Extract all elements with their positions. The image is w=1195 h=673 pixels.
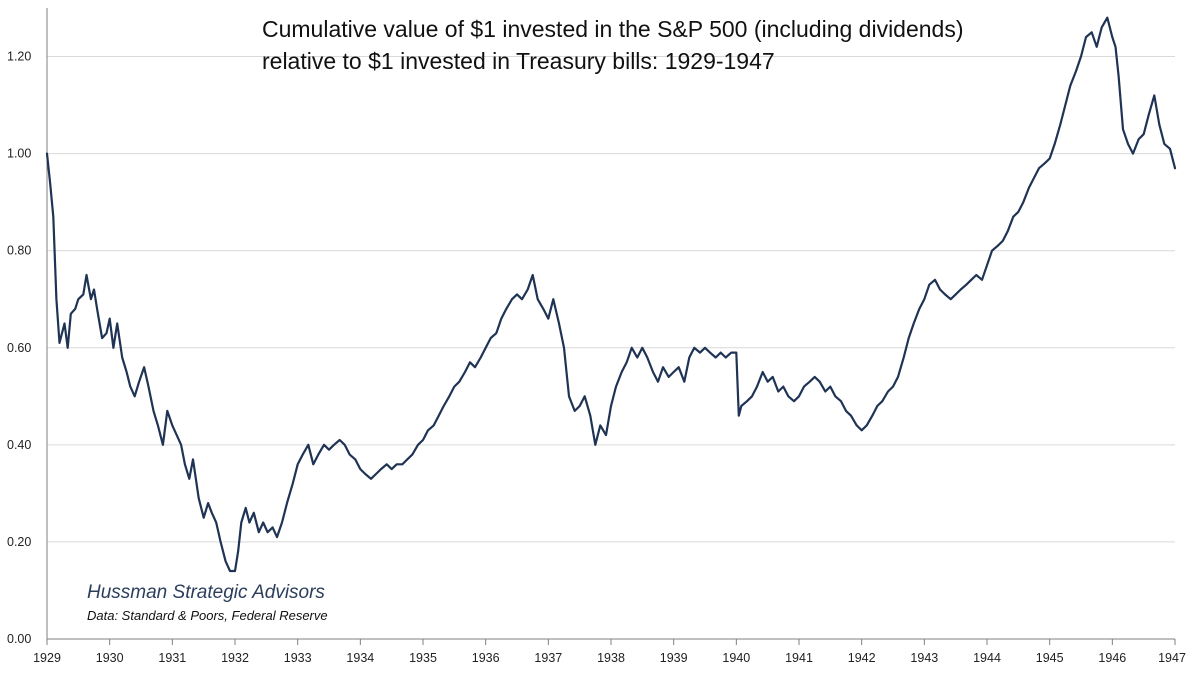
y-tick-label: 0.60: [7, 341, 31, 355]
source-label: Data: Standard & Poors, Federal Reserve: [87, 608, 328, 623]
x-tick-label: 1929: [33, 651, 61, 665]
x-tick-label: 1935: [409, 651, 437, 665]
x-tick-label: 1932: [221, 651, 249, 665]
chart-title-line: relative to $1 invested in Treasury bill…: [262, 48, 775, 74]
x-tick-label: 1939: [660, 651, 688, 665]
x-tick-label: 1947: [1158, 651, 1186, 665]
x-tick-label: 1945: [1036, 651, 1064, 665]
x-tick-label: 1940: [722, 651, 750, 665]
x-tick-label: 1936: [472, 651, 500, 665]
x-tick-label: 1941: [785, 651, 813, 665]
gridlines: [47, 56, 1175, 543]
x-tick-label: 1937: [534, 651, 562, 665]
axes: 0.00 0.20 0.40 0.60 0.80 1.00 1.20 1929 1930 1931…: [7, 8, 1186, 665]
series-line: [45, 16, 1177, 573]
x-tick-label: 1943: [910, 651, 938, 665]
y-tick-label: 0.20: [7, 535, 31, 549]
y-tick-label: 0.80: [7, 244, 31, 258]
chart-title-line: Cumulative value of $1 invested in the S…: [262, 16, 964, 42]
x-tick-label: 1944: [973, 651, 1001, 665]
x-tick-label: 1933: [284, 651, 312, 665]
y-tick-label: 1.00: [7, 147, 31, 161]
x-tick-label: 1938: [597, 651, 625, 665]
x-tick-label: 1931: [158, 651, 186, 665]
y-tick-label: 0.00: [7, 632, 31, 646]
x-tick-label: 1930: [96, 651, 124, 665]
y-tick-label: 1.20: [7, 50, 31, 64]
y-tick-label: 0.40: [7, 438, 31, 452]
x-tick-label: 1934: [346, 651, 374, 665]
x-tick-label: 1946: [1098, 651, 1126, 665]
brand-label: Hussman Strategic Advisors: [87, 582, 325, 603]
series-layer: [45, 16, 1177, 573]
x-tick-label: 1942: [848, 651, 876, 665]
chart-title: Cumulative value of $1 invested in the S…: [262, 16, 964, 74]
